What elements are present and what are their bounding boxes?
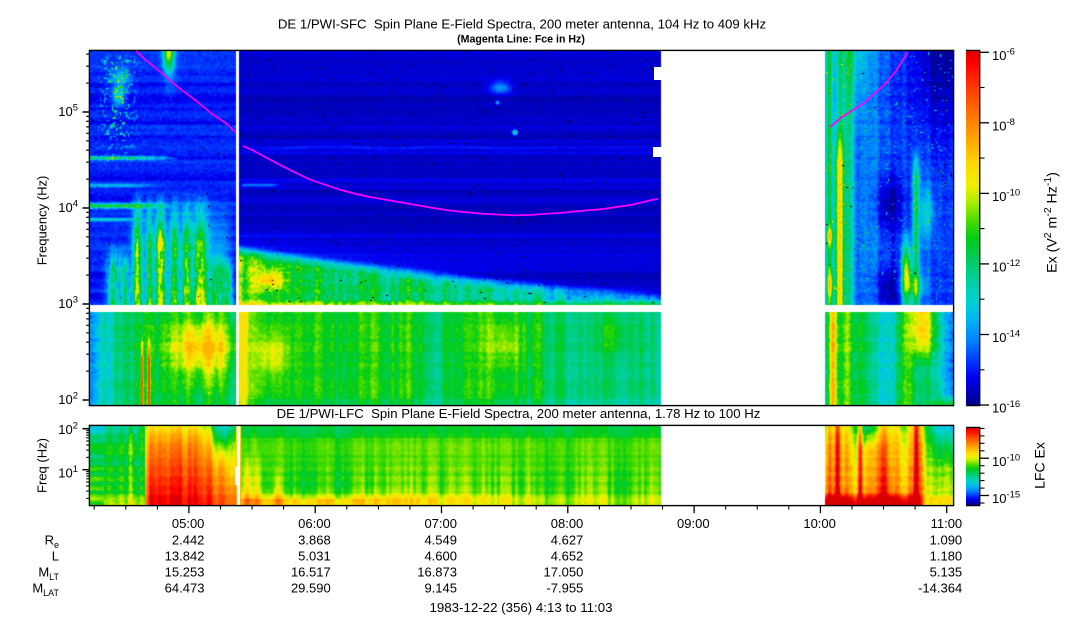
svg-text:Ex (V2 m-2 Hz-1): Ex (V2 m-2 Hz-1) [1043, 172, 1061, 273]
svg-text:10:00: 10:00 [803, 516, 836, 531]
svg-text:1983-12-22 (356) 4:13 to 11:03: 1983-12-22 (356) 4:13 to 11:03 [429, 600, 612, 615]
svg-text:L: L [52, 549, 59, 564]
svg-text:16.873: 16.873 [417, 565, 457, 580]
svg-text:13.842: 13.842 [165, 549, 205, 564]
svg-text:10-10: 10-10 [992, 188, 1020, 205]
svg-text:Re: Re [45, 533, 59, 551]
svg-text:102: 102 [58, 421, 78, 438]
svg-text:3.868: 3.868 [298, 533, 331, 548]
svg-text:DE 1/PWI-SFC Spin Plane E-Fie: DE 1/PWI-SFC Spin Plane E-Field Spectra,… [278, 17, 766, 32]
svg-text:102: 102 [58, 391, 78, 408]
svg-text:05:00: 05:00 [172, 516, 205, 531]
svg-text:4.627: 4.627 [551, 533, 584, 548]
svg-text:5.135: 5.135 [930, 565, 963, 580]
svg-text:10-10: 10-10 [992, 452, 1020, 469]
svg-text:5.031: 5.031 [298, 549, 331, 564]
svg-text:4.652: 4.652 [551, 549, 584, 564]
svg-text:MLT: MLT [38, 565, 59, 583]
svg-text:105: 105 [58, 103, 78, 120]
svg-text:DE 1/PWI-LFC Spin Plane E-Fie: DE 1/PWI-LFC Spin Plane E-Field Spectra,… [277, 406, 761, 421]
svg-text:LFC Ex: LFC Ex [1032, 442, 1048, 489]
svg-text:4.549: 4.549 [424, 533, 457, 548]
svg-text:10-14: 10-14 [992, 329, 1020, 346]
svg-text:08:00: 08:00 [551, 516, 584, 531]
svg-text:29.590: 29.590 [291, 581, 331, 596]
svg-text:10-8: 10-8 [992, 117, 1015, 134]
svg-text:1.180: 1.180 [930, 549, 963, 564]
svg-text:MLAT: MLAT [32, 581, 59, 599]
svg-text:10-6: 10-6 [992, 46, 1015, 63]
svg-text:-14.364: -14.364 [918, 581, 962, 596]
svg-text:10-16: 10-16 [992, 399, 1020, 416]
svg-text:4.600: 4.600 [424, 549, 457, 564]
svg-text:2.442: 2.442 [172, 533, 205, 548]
svg-text:101: 101 [58, 464, 78, 481]
svg-text:9.145: 9.145 [424, 581, 457, 596]
svg-text:17.050: 17.050 [544, 565, 584, 580]
svg-text:06:00: 06:00 [298, 516, 331, 531]
svg-text:1.090: 1.090 [930, 533, 963, 548]
svg-text:(Magenta Line: Fce in Hz): (Magenta Line: Fce in Hz) [457, 34, 585, 46]
svg-text:10-12: 10-12 [992, 258, 1020, 275]
svg-text:Freq (Hz): Freq (Hz) [35, 438, 50, 493]
svg-text:104: 104 [58, 199, 78, 216]
svg-text:09:00: 09:00 [677, 516, 710, 531]
svg-text:64.473: 64.473 [165, 581, 205, 596]
svg-text:Frequency (Hz): Frequency (Hz) [35, 176, 50, 266]
svg-text:16.517: 16.517 [291, 565, 331, 580]
svg-text:11:00: 11:00 [931, 516, 963, 531]
svg-text:10-15: 10-15 [992, 490, 1020, 507]
svg-text:15.253: 15.253 [165, 565, 205, 580]
svg-text:103: 103 [58, 295, 78, 312]
svg-text:07:00: 07:00 [424, 516, 457, 531]
svg-text:-7.955: -7.955 [546, 581, 583, 596]
